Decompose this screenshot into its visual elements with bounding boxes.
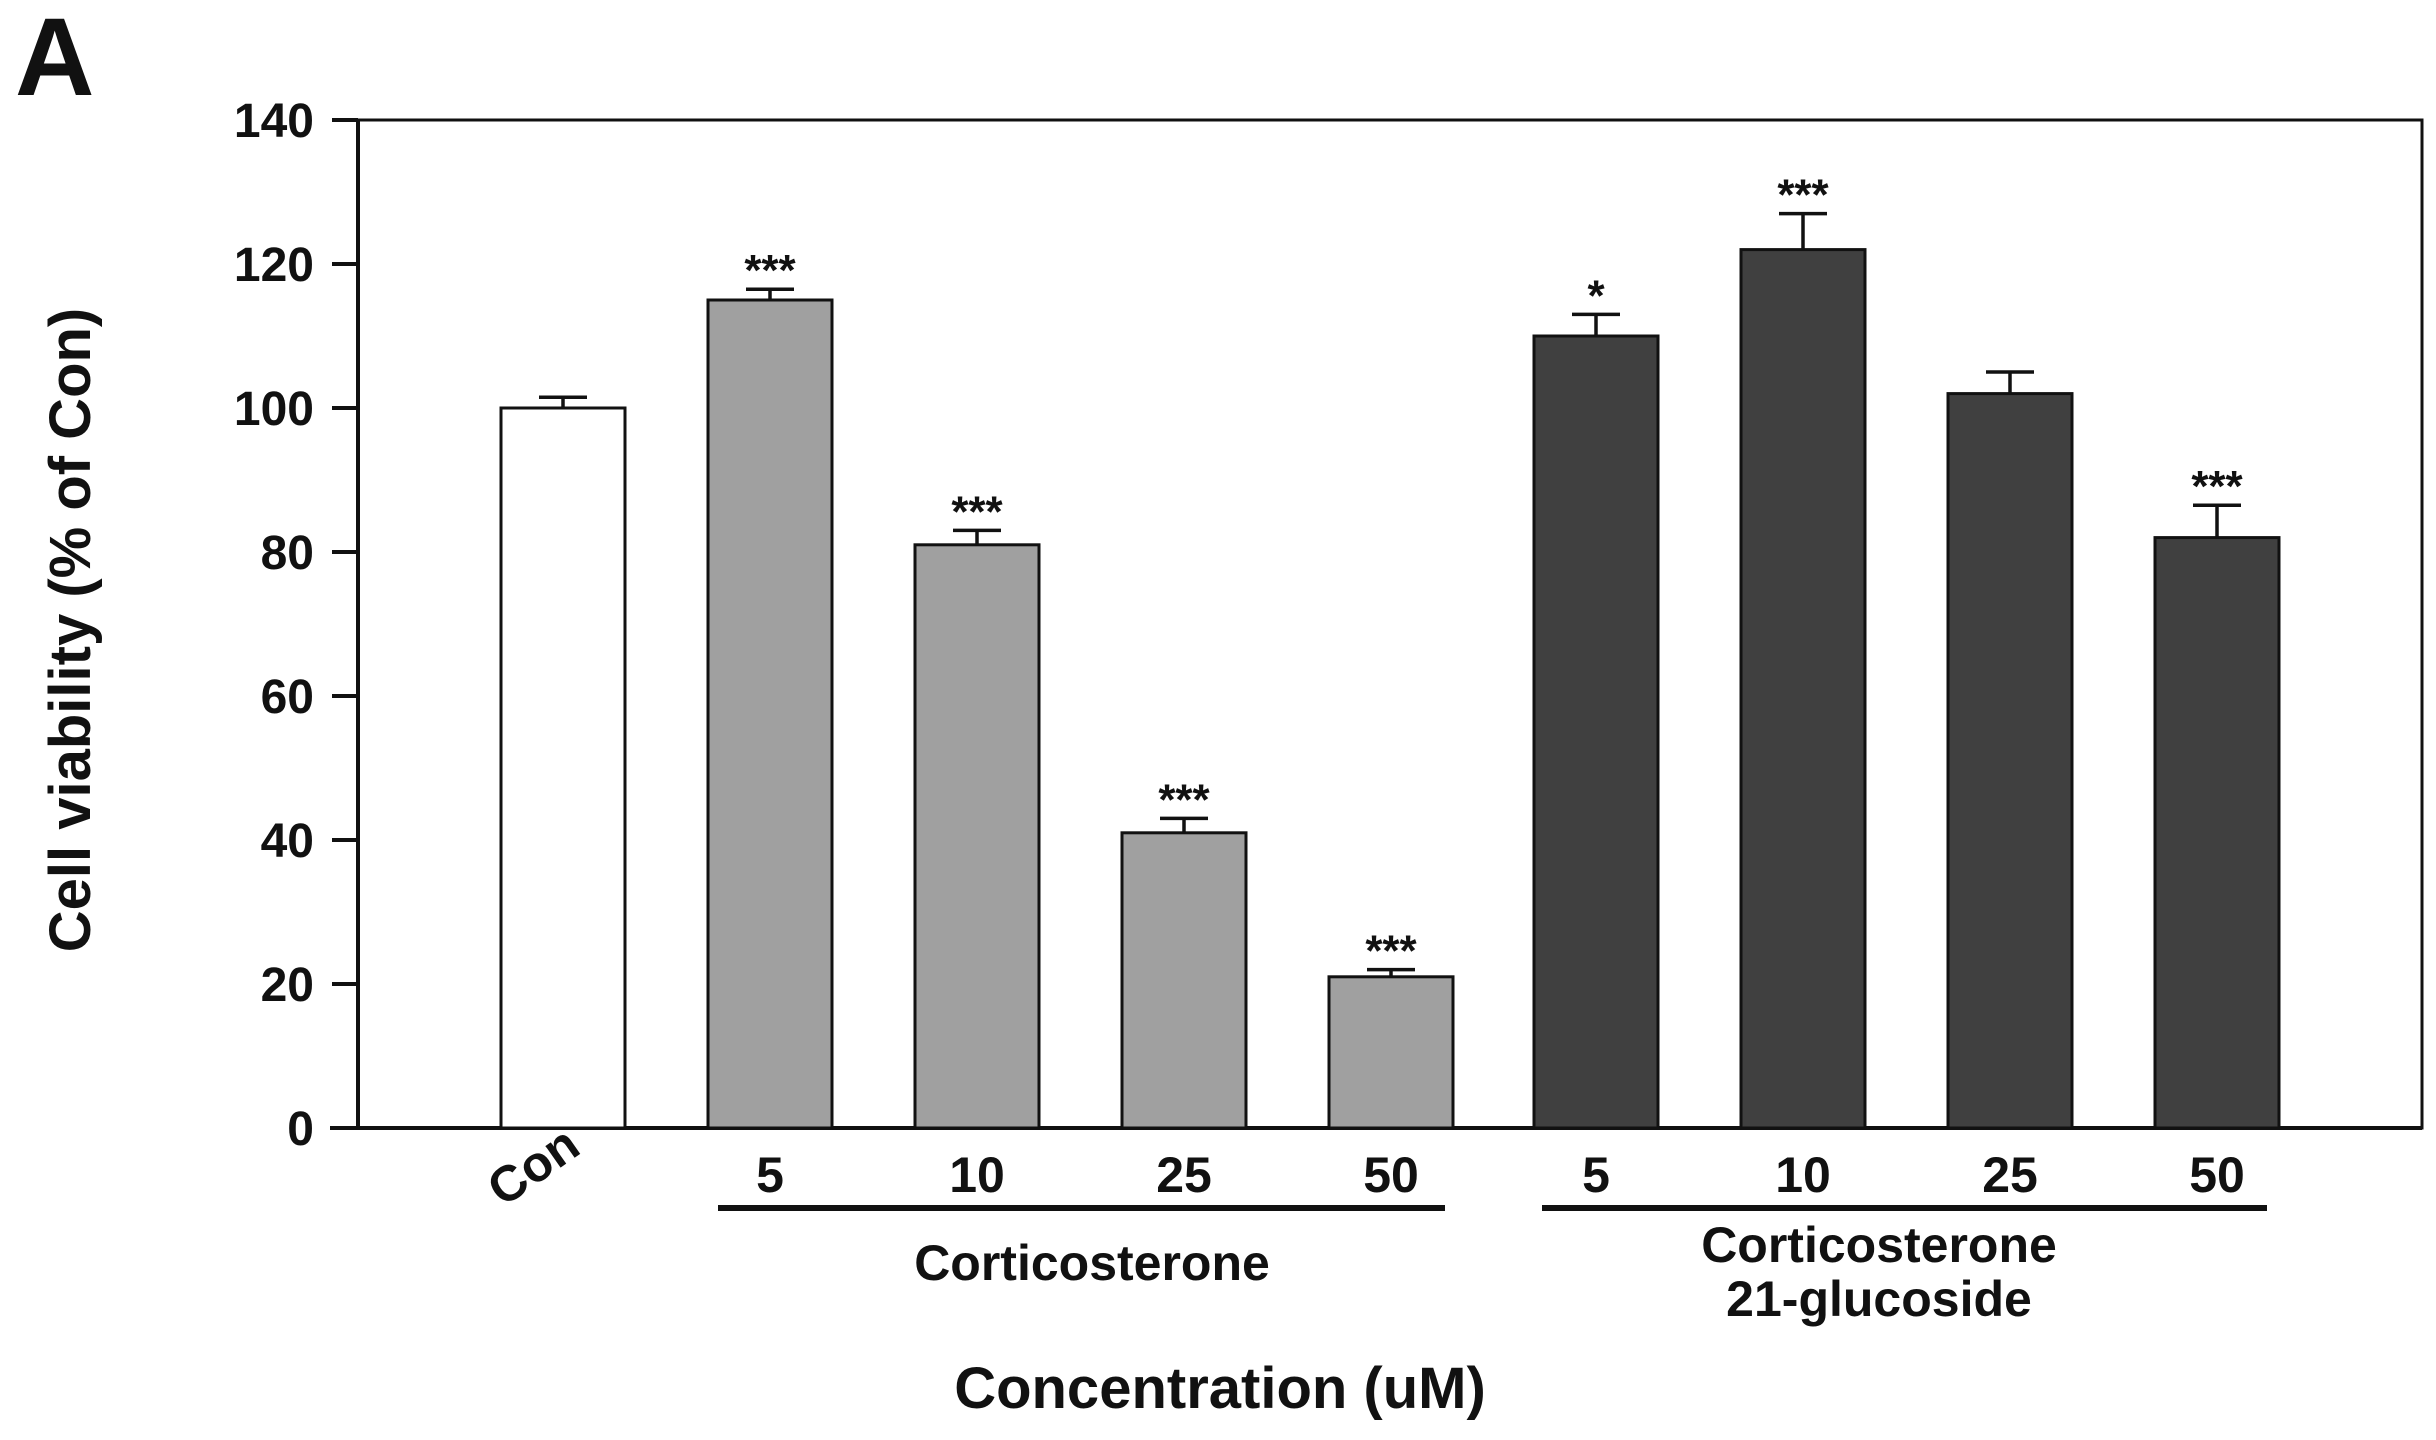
bar [1532, 334, 1660, 1130]
y-tick-label: 20 [261, 959, 314, 1012]
y-tick-label: 120 [234, 239, 314, 292]
bar [499, 406, 627, 1130]
x-category-label: 50 [2189, 1147, 2245, 1203]
bar [1120, 831, 1248, 1130]
significance-label: *** [2191, 462, 2243, 511]
group-label-glucoside-line2: 21-glucoside [1726, 1271, 2032, 1327]
panel-label: A [15, 0, 94, 119]
bar [913, 543, 1041, 1130]
significance-label: *** [1158, 775, 1210, 824]
y-tick-label: 60 [261, 671, 314, 724]
x-category-label: 5 [1582, 1147, 1610, 1203]
x-axis-title: Concentration (uM) [954, 1356, 1486, 1421]
significance-label: *** [744, 246, 796, 295]
bar [2153, 536, 2281, 1130]
bar [706, 298, 834, 1130]
y-axis-ticks: 0 20 40 60 80 100 120 140 [234, 95, 358, 1156]
bar [1739, 248, 1867, 1130]
y-axis-title: Cell viability (% of Con) [38, 308, 103, 953]
x-category-label: 5 [756, 1147, 784, 1203]
x-category-labels: Con 5 10 25 50 5 10 25 50 [477, 1115, 2244, 1217]
x-category-label: 50 [1363, 1147, 1419, 1203]
significance-label: *** [951, 487, 1003, 536]
y-tick-label: 40 [261, 815, 314, 868]
y-tick-label: 100 [234, 383, 314, 436]
significance-label: *** [1365, 927, 1417, 976]
bars-layer: ******************* [499, 171, 2281, 1130]
y-tick-label: 140 [234, 95, 314, 148]
bar [1327, 975, 1455, 1130]
x-category-label: 25 [1982, 1147, 2038, 1203]
x-category-label: 25 [1156, 1147, 1212, 1203]
x-category-label: 10 [949, 1147, 1005, 1203]
significance-label: * [1587, 271, 1605, 320]
y-tick-label: 0 [287, 1103, 314, 1156]
x-category-label: 10 [1775, 1147, 1831, 1203]
x-category-label: Con [477, 1115, 589, 1217]
y-tick-label: 80 [261, 527, 314, 580]
group-label-corticosterone: Corticosterone [914, 1235, 1270, 1291]
significance-label: *** [1777, 171, 1829, 220]
bar [1946, 392, 2074, 1130]
group-label-glucoside-line1: Corticosterone [1701, 1217, 2057, 1273]
